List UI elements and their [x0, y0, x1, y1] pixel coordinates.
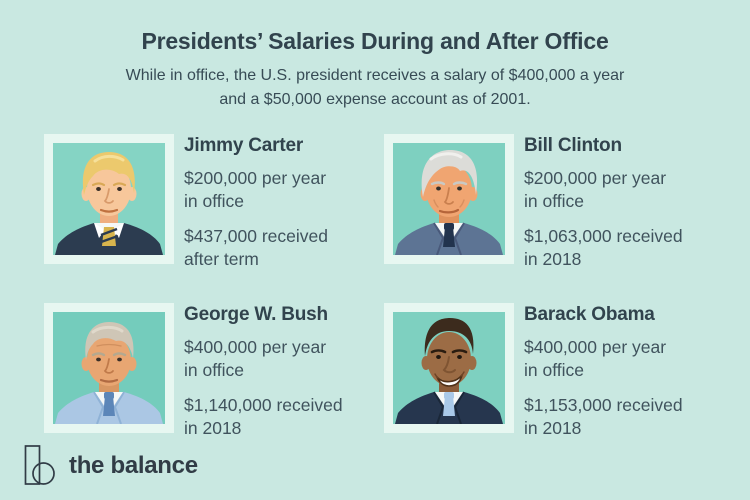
brand-wordmark: the balance [69, 452, 198, 479]
salary-in-office: $400,000 per year in office [184, 337, 327, 381]
salary-in-office: $400,000 per year in office [524, 337, 667, 381]
president-info: Bill Clinton $200,000 per year in office… [524, 134, 729, 271]
subtitle: While in office, the U.S. president rece… [125, 67, 625, 108]
president-card-george-w-bush: George W. Bush $400,000 per year in offi… [44, 303, 389, 440]
the-balance-logo-icon [20, 443, 60, 489]
george-w-bush-portrait [44, 303, 174, 433]
barack-obama-portrait [384, 303, 514, 433]
salary-after-office: $1,153,000 received in 2018 [524, 395, 683, 439]
salary-in-office: $200,000 per year in office [184, 168, 327, 212]
president-card-barack-obama: Barack Obama $400,000 per year in office… [384, 303, 729, 440]
president-name: Jimmy Carter [184, 135, 304, 156]
bill-clinton-portrait [384, 134, 514, 264]
header: Presidents’ Salaries During and After Of… [0, 28, 750, 112]
president-card-jimmy-carter: Jimmy Carter $200,000 per year in office… [44, 134, 389, 271]
page-title: Presidents’ Salaries During and After Of… [141, 28, 609, 54]
salary-after-office: $1,063,000 received in 2018 [524, 226, 683, 270]
president-name: George W. Bush [184, 304, 328, 325]
president-card-bill-clinton: Bill Clinton $200,000 per year in office… [384, 134, 729, 271]
salary-in-office: $200,000 per year in office [524, 168, 667, 212]
president-name: Barack Obama [524, 304, 655, 325]
brand-footer: the balance [20, 443, 198, 489]
president-info: George W. Bush $400,000 per year in offi… [184, 303, 389, 440]
president-info: Barack Obama $400,000 per year in office… [524, 303, 729, 440]
salary-after-office: $437,000 received after term [184, 226, 328, 270]
president-info: Jimmy Carter $200,000 per year in office… [184, 134, 389, 271]
president-name: Bill Clinton [524, 135, 622, 156]
salary-after-office: $1,140,000 received in 2018 [184, 395, 343, 439]
jimmy-carter-portrait [44, 134, 174, 264]
